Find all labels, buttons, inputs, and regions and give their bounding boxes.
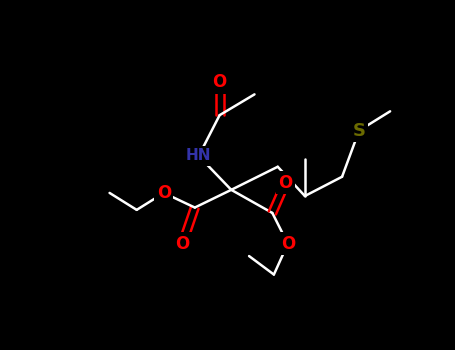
Text: HN: HN xyxy=(186,148,212,163)
Text: O: O xyxy=(175,235,190,253)
Text: O: O xyxy=(212,73,227,91)
Text: O: O xyxy=(157,184,171,202)
Text: S: S xyxy=(353,121,366,140)
Text: O: O xyxy=(281,235,295,253)
Text: O: O xyxy=(278,174,293,192)
